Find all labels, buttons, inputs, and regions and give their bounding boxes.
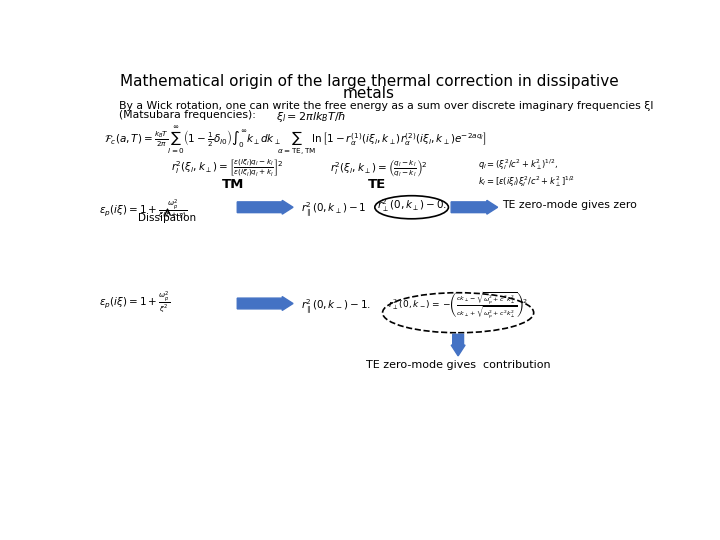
Text: $r^2_{\parallel}(0,k_-)-1.$: $r^2_{\parallel}(0,k_-)-1.$	[301, 298, 371, 316]
FancyArrow shape	[451, 334, 465, 356]
Text: TE zero-mode gives zero: TE zero-mode gives zero	[503, 200, 637, 210]
Text: Mathematical origin of the large thermal correction in dissipative: Mathematical origin of the large thermal…	[120, 74, 618, 89]
FancyArrow shape	[238, 200, 293, 214]
Text: $r^2_l(\xi_l,k_\perp) = \left(\frac{q_l - k_l}{q_l - k_l}\right)^2$: $r^2_l(\xi_l,k_\perp) = \left(\frac{q_l …	[330, 157, 428, 179]
Text: $\xi_l = 2\pi l k_B T/\hbar$: $\xi_l = 2\pi l k_B T/\hbar$	[276, 110, 346, 124]
Text: $q_l=(\xi_l^2/c^2+k_\perp^2)^{1/2},$
$k_l=[\varepsilon(i\xi_l)\xi_l^2/c^2+k_\per: $q_l=(\xi_l^2/c^2+k_\perp^2)^{1/2},$ $k_…	[477, 157, 575, 189]
FancyArrow shape	[451, 200, 498, 214]
Text: metals: metals	[343, 85, 395, 100]
Text: $\mathcal{F}_c(a,T) = \frac{k_B T}{2\pi} \sum_{l=0}^{\infty} \left(1-\frac{1}{2}: $\mathcal{F}_c(a,T) = \frac{k_B T}{2\pi}…	[104, 125, 487, 158]
Text: TE zero-mode gives  contribution: TE zero-mode gives contribution	[366, 361, 550, 370]
Text: TM: TM	[222, 178, 245, 191]
Text: $r^2_{\perp}(0,k_\perp)-0.$: $r^2_{\perp}(0,k_\perp)-0.$	[377, 197, 446, 214]
Text: $r^2_\perp(0,k_-) = -\!\left(\frac{ck_\perp - \sqrt{\omega_p^2+c^2k_\perp^2}}{ck: $r^2_\perp(0,k_-) = -\!\left(\frac{ck_\p…	[388, 289, 528, 321]
Text: TE: TE	[368, 178, 386, 191]
Text: By a Wick rotation, one can write the free energy as a sum over discrete imagina: By a Wick rotation, one can write the fr…	[120, 101, 654, 111]
Text: Dissipation: Dissipation	[138, 213, 197, 224]
Text: $\varepsilon_p(i\xi) = 1 + \frac{\omega_p^2}{\xi(\xi+\gamma)}$: $\varepsilon_p(i\xi) = 1 + \frac{\omega_…	[99, 197, 188, 222]
Text: $r^2_{\parallel}(0,k_\perp)-1$: $r^2_{\parallel}(0,k_\perp)-1$	[301, 201, 366, 220]
FancyArrow shape	[238, 296, 293, 310]
Text: (Matsubara frequencies):: (Matsubara frequencies):	[120, 110, 256, 120]
Text: $r^2_l(\xi_l,k_\perp) = \left[\frac{\varepsilon(i\xi_l)q_l - k_l}{\varepsilon(i\: $r^2_l(\xi_l,k_\perp) = \left[\frac{\var…	[171, 157, 284, 179]
Text: $\varepsilon_p(i\xi) = 1 + \frac{\omega_p^2}{\xi^2}$: $\varepsilon_p(i\xi) = 1 + \frac{\omega_…	[99, 289, 171, 314]
